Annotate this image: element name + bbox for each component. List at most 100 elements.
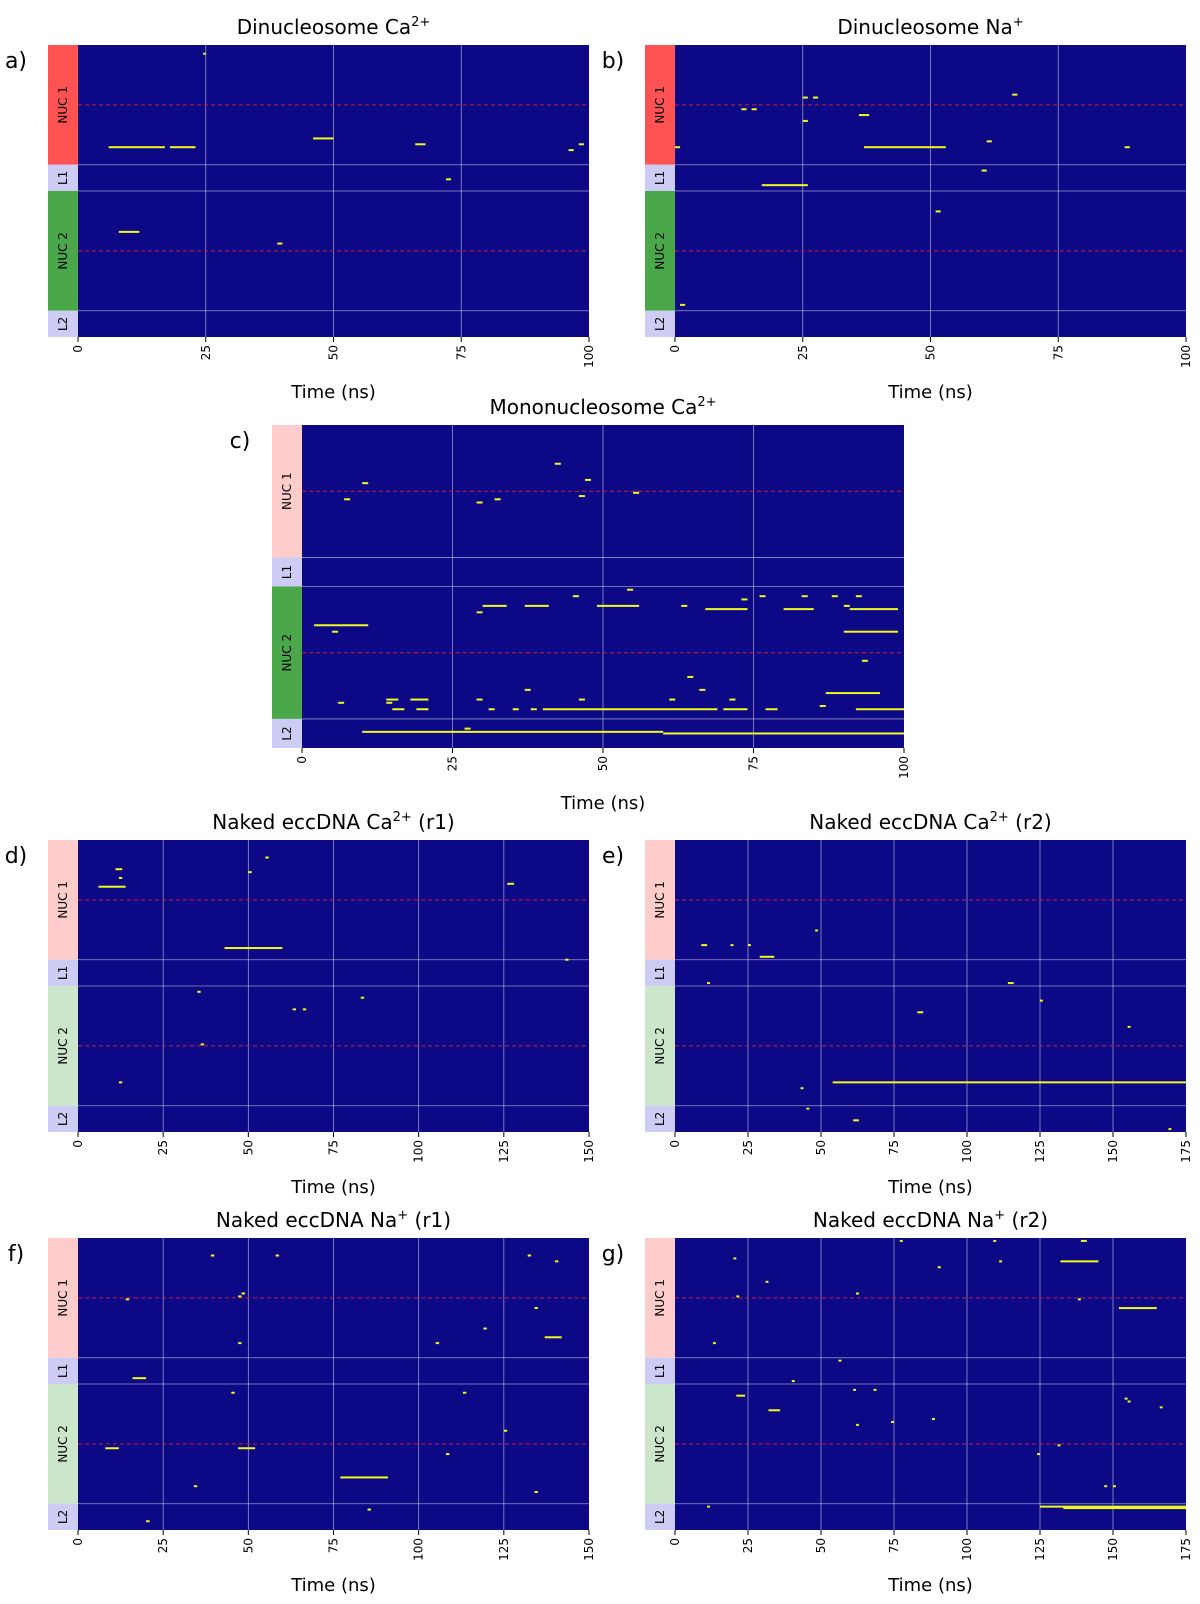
contact-event: [759, 955, 775, 958]
region-bar-l1: [645, 164, 675, 191]
x-tick-label: 25: [741, 1140, 755, 1155]
contact-event: [292, 1008, 297, 1011]
contact-event: [1124, 1397, 1128, 1400]
x-tick-label: 0: [71, 1140, 85, 1148]
region-label: NUC 1: [56, 1279, 70, 1317]
panel-letter: c): [230, 429, 251, 454]
contact-event: [736, 1394, 746, 1397]
x-tick-label: 175: [1179, 1140, 1193, 1163]
region-bar-nuc2: [645, 191, 675, 311]
panel-e: NUC 1 L1 NUC 2 L2 0 25 50 75 100 125 150 175 Time (n…: [602, 810, 1193, 1198]
contact-event: [193, 1485, 198, 1488]
x-tick-label: 175: [1179, 1538, 1193, 1561]
region-bar-l2: [645, 1503, 675, 1530]
contact-event: [544, 1336, 562, 1339]
contact-event: [1063, 1507, 1186, 1510]
contact-event: [115, 868, 123, 871]
region-bar-l1: [645, 1357, 675, 1384]
contact-event: [1060, 1260, 1099, 1263]
contact-event: [362, 730, 664, 733]
contact-event: [231, 1391, 235, 1394]
x-tick-label: 100: [897, 756, 911, 779]
x-tick-label: 75: [887, 1140, 901, 1155]
contact-event: [524, 688, 531, 691]
region-bar-nuc1: [645, 45, 675, 165]
region-label: L1: [653, 1364, 667, 1378]
contact-event: [707, 982, 711, 985]
contact-event: [681, 604, 688, 607]
panel-title: Naked eccDNA Na+ (r2): [813, 1208, 1048, 1232]
contact-event: [935, 210, 941, 213]
contact-event: [1077, 1298, 1081, 1301]
contact-event: [899, 1239, 903, 1242]
region-label: NUC 1: [653, 1279, 667, 1317]
region-label: L1: [56, 171, 70, 185]
region-label: L1: [56, 1364, 70, 1378]
contact-event: [849, 608, 898, 611]
contact-event: [1168, 1128, 1172, 1131]
contact-event: [494, 498, 501, 501]
x-tick-label: 25: [156, 1140, 170, 1155]
contact-event: [584, 478, 591, 481]
contact-event: [200, 1043, 205, 1046]
contact-event: [332, 630, 339, 633]
region-bar-l2: [48, 1105, 78, 1132]
contact-event: [843, 604, 850, 607]
x-tick-label: 150: [582, 1538, 596, 1561]
region-bar-l2: [48, 1503, 78, 1530]
x-tick-label: 75: [887, 1538, 901, 1553]
region-bar-l1: [48, 164, 78, 191]
x-tick-label: 100: [960, 1140, 974, 1163]
contact-event: [832, 1081, 1186, 1084]
contact-event: [118, 1081, 123, 1084]
contact-event: [729, 698, 736, 701]
panel-letter: a): [5, 49, 27, 74]
contact-event: [118, 230, 140, 233]
contact-event: [483, 1327, 487, 1330]
region-bar-nuc1: [48, 1238, 78, 1358]
contact-event: [705, 608, 748, 611]
region-bar-nuc2: [48, 191, 78, 311]
region-bar-nuc2: [48, 1384, 78, 1504]
region-bar-nuc1: [48, 45, 78, 165]
contact-event: [759, 595, 766, 598]
contact-event: [736, 1295, 740, 1298]
region-bar-l2: [272, 718, 302, 748]
x-tick-label: 50: [241, 1538, 255, 1553]
contact-event: [730, 944, 734, 947]
contact-event: [367, 1508, 371, 1511]
contact-event: [687, 675, 694, 678]
contact-event: [669, 698, 676, 701]
contact-event: [855, 595, 862, 598]
contact-event: [507, 882, 515, 885]
contact-event: [503, 1429, 508, 1432]
region-label: L2: [56, 1112, 70, 1126]
contact-event: [248, 871, 252, 874]
x-tick-label: 50: [241, 1140, 255, 1155]
contact-event: [542, 708, 567, 711]
region-label: L1: [56, 966, 70, 980]
contact-event: [1012, 93, 1018, 96]
contact-event: [464, 727, 471, 730]
region-label: NUC 2: [56, 1425, 70, 1463]
region-label: L2: [56, 1510, 70, 1524]
x-tick-label: 100: [960, 1538, 974, 1561]
contact-event: [858, 114, 870, 117]
x-axis-label: Time (ns): [887, 1177, 973, 1198]
contact-event: [783, 608, 814, 611]
contact-event: [1113, 1485, 1116, 1488]
contact-event: [338, 701, 345, 704]
x-tick-label: 25: [741, 1538, 755, 1553]
region-label: NUC 2: [56, 1027, 70, 1065]
contact-event: [554, 1260, 559, 1263]
contact-event: [146, 1520, 150, 1523]
contact-event: [241, 1292, 245, 1295]
x-tick-label: 100: [412, 1538, 426, 1561]
contact-event: [917, 1011, 924, 1014]
contact-event: [566, 708, 579, 711]
contact-event: [578, 143, 584, 146]
contact-event: [627, 588, 634, 591]
region-label: NUC 1: [653, 881, 667, 919]
